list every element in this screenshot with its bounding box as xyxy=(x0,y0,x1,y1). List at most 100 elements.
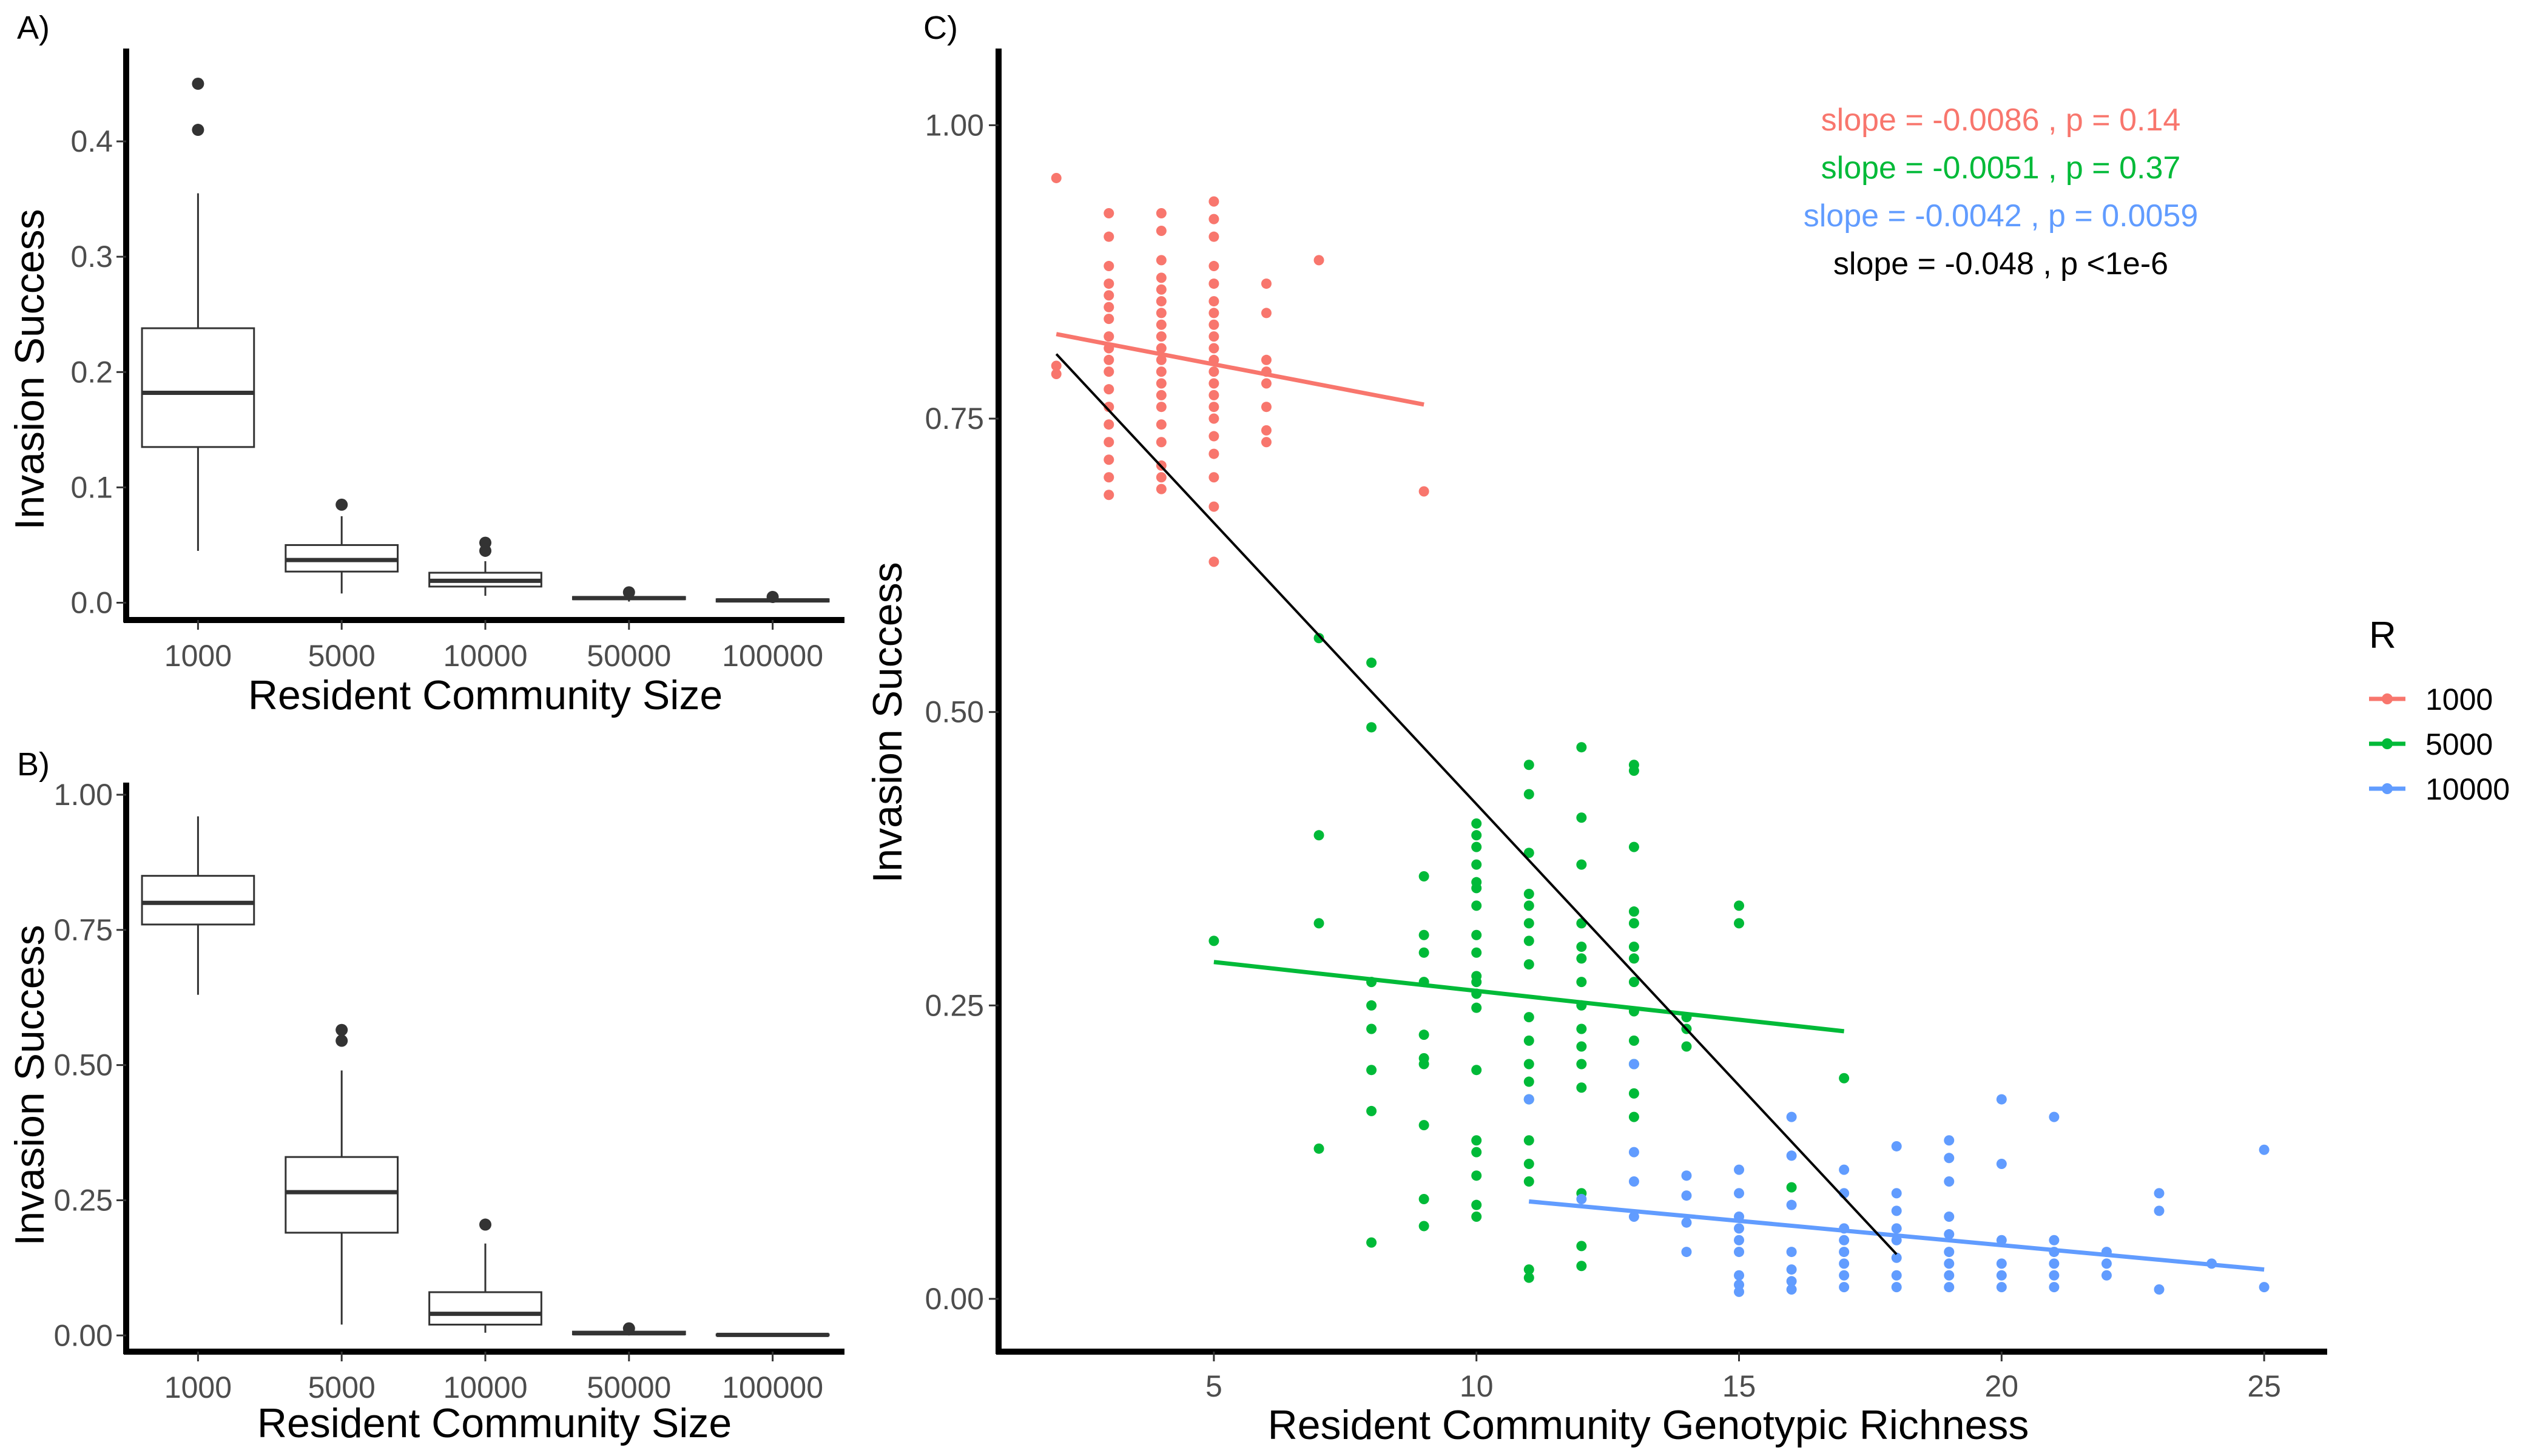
data-point-r5000 xyxy=(1366,657,1377,668)
data-point-r1000 xyxy=(1156,354,1167,365)
panel-b-label: B) xyxy=(17,746,50,783)
data-point-r5000 xyxy=(1313,830,1324,841)
panel-a-outlier-point xyxy=(192,78,204,90)
panel-c-x-tick-label: 10 xyxy=(1460,1369,1494,1403)
panel-a-plot: 0.0 0.1 0.2 0.3 0.4 1000 5000 10000 50000 100000 xyxy=(70,49,844,673)
panel-a-box xyxy=(141,327,255,448)
legend: R 1000 5000 10000 xyxy=(2369,615,2510,806)
panel-b-x-tick-label: 10000 xyxy=(443,1370,527,1404)
data-point-r10000 xyxy=(1786,1150,1797,1161)
data-point-r1000 xyxy=(1208,261,1219,272)
data-point-r5000 xyxy=(1471,1170,1482,1181)
data-point-r10000 xyxy=(2049,1282,2060,1293)
panel-a-title-y: Invasion Success xyxy=(7,209,53,530)
data-point-r1000 xyxy=(1208,343,1219,354)
data-point-r5000 xyxy=(1313,1143,1324,1154)
data-point-r10000 xyxy=(1681,1190,1692,1201)
data-point-r1000 xyxy=(1208,501,1219,512)
data-point-r1000 xyxy=(1156,331,1167,342)
panel-b-outlier-point xyxy=(479,1218,491,1231)
data-point-r5000 xyxy=(1628,918,1639,929)
data-point-r10000 xyxy=(1786,1111,1797,1122)
data-point-r5000 xyxy=(1471,859,1482,870)
data-point-r10000 xyxy=(1996,1235,2007,1245)
annotation-slope-overall: slope = -0.048 , p <1e-6 xyxy=(1833,246,2168,281)
annotation-slope-5000: slope = -0.0051 , p = 0.37 xyxy=(1821,150,2181,186)
legend-key-point-10000 xyxy=(2382,783,2393,794)
data-point-r5000 xyxy=(1523,889,1534,900)
data-point-r1000 xyxy=(1104,366,1114,377)
panel-a-x-tick-label: 10000 xyxy=(443,639,527,673)
fit-line-r5000 xyxy=(1213,960,1845,1034)
data-point-r5000 xyxy=(1471,1002,1482,1013)
data-point-r1000 xyxy=(1261,354,1272,365)
data-point-r5000 xyxy=(1471,830,1482,841)
data-point-r1000 xyxy=(1156,319,1167,330)
data-point-r1000 xyxy=(1261,425,1272,436)
data-point-r10000 xyxy=(1523,1094,1534,1105)
data-point-r5000 xyxy=(1734,900,1745,911)
data-point-r10000 xyxy=(2049,1235,2060,1245)
legend-label-1000: 1000 xyxy=(2425,682,2493,716)
data-point-r1000 xyxy=(1261,402,1272,413)
data-point-r10000 xyxy=(2049,1111,2060,1122)
data-point-r1000 xyxy=(1261,378,1272,389)
data-point-r5000 xyxy=(1471,977,1482,988)
data-point-r1000 xyxy=(1156,226,1167,237)
data-point-r5000 xyxy=(1628,841,1639,852)
panel-a-y-axis-title: Invasion Success xyxy=(7,209,53,530)
panel-a-outlier-point xyxy=(479,536,491,549)
panel-b-y-tick-label: 0.00 xyxy=(54,1318,113,1352)
data-point-r10000 xyxy=(1944,1247,1955,1258)
data-point-r10000 xyxy=(2259,1144,2270,1155)
data-point-r10000 xyxy=(1839,1247,1850,1258)
panel-b-x-tick-label: 5000 xyxy=(308,1370,376,1404)
panel-a-y-tick-label: 0.3 xyxy=(70,240,113,274)
data-point-r5000 xyxy=(1628,1111,1639,1122)
data-point-r5000 xyxy=(1576,953,1587,964)
data-point-r5000 xyxy=(1576,977,1587,988)
data-point-r1000 xyxy=(1104,384,1114,395)
data-point-r1000 xyxy=(1208,472,1219,483)
data-point-r1000 xyxy=(1156,284,1167,295)
panel-a: A) Invasion Success Resident Community S… xyxy=(7,10,844,718)
data-point-r1000 xyxy=(1208,196,1219,207)
data-point-r1000 xyxy=(1156,402,1167,413)
legend-label-5000: 5000 xyxy=(2425,727,2493,761)
data-point-r5000 xyxy=(1523,789,1534,800)
data-point-r5000 xyxy=(1523,1059,1534,1070)
data-point-r5000 xyxy=(1576,1082,1587,1093)
data-point-r1000 xyxy=(1208,431,1219,442)
data-point-r1000 xyxy=(1104,331,1114,342)
data-point-r10000 xyxy=(1944,1258,1955,1269)
data-point-r5000 xyxy=(1313,918,1324,929)
panel-c-y-tick-label: 0.00 xyxy=(925,1282,984,1316)
panel-a-x-tick-label: 100000 xyxy=(722,639,823,673)
panel-c-y-axis-title: Invasion Success xyxy=(864,562,911,883)
data-point-r10000 xyxy=(1891,1141,1902,1151)
data-point-r10000 xyxy=(1628,1176,1639,1187)
data-point-r5000 xyxy=(1523,959,1534,970)
panel-c-x-axis-title: Resident Community Genotypic Richness xyxy=(1268,1402,2029,1448)
data-point-r10000 xyxy=(1734,1235,1745,1245)
panel-a-outlier-point xyxy=(766,590,779,603)
data-point-r5000 xyxy=(1523,918,1534,929)
data-point-r10000 xyxy=(1786,1276,1797,1287)
panel-c: C) Invasion Success Resident Community G… xyxy=(864,10,2327,1448)
data-point-r1000 xyxy=(1208,331,1219,342)
data-point-r1000 xyxy=(1208,413,1219,424)
data-point-r5000 xyxy=(1471,1212,1482,1222)
panel-c-label: C) xyxy=(923,10,958,46)
panel-b-plot: 0.00 0.25 0.50 0.75 1.00 1000 5000 10000 50000 10… xyxy=(54,778,844,1404)
data-point-r5000 xyxy=(1366,1023,1377,1034)
data-point-r5000 xyxy=(1366,722,1377,733)
data-point-r1000 xyxy=(1051,360,1062,371)
data-point-r10000 xyxy=(1628,1212,1639,1222)
data-point-r1000 xyxy=(1208,402,1219,413)
panel-b-box xyxy=(141,875,255,926)
data-point-r5000 xyxy=(1366,1105,1377,1116)
annotation-slope-1000: slope = -0.0086 , p = 0.14 xyxy=(1821,103,2181,138)
data-point-r1000 xyxy=(1156,296,1167,307)
data-point-r1000 xyxy=(1261,278,1272,289)
